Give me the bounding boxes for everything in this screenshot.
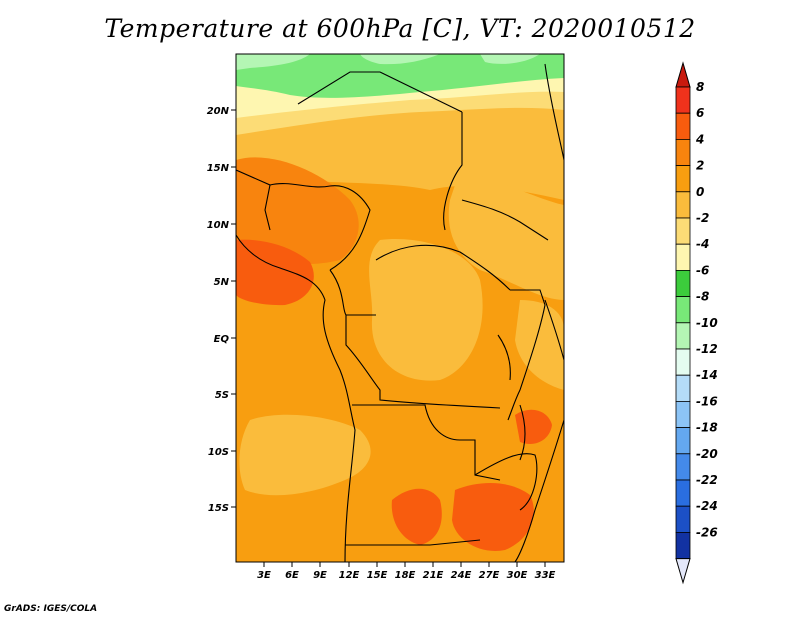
colorbar-segment — [675, 217, 691, 245]
lat-tick-label: 10N — [207, 220, 230, 231]
colorbar-top-arrow — [675, 61, 691, 88]
colorbar-label: -18 — [696, 421, 718, 435]
field-north-minus6 — [236, 54, 564, 98]
lon-tick-label: 15E — [367, 570, 388, 581]
colorbar-label: -6 — [696, 263, 709, 277]
lon-tick-label: 12E — [339, 570, 360, 581]
border-zambia — [474, 453, 538, 511]
colorbar-label: 2 — [696, 159, 704, 173]
colorbar-label: -10 — [696, 316, 718, 330]
colorbar-label: -2 — [696, 211, 709, 225]
lon-tick-label: 24E — [451, 570, 472, 581]
colorbar-segment — [675, 138, 691, 166]
colorbar-segment — [675, 191, 691, 219]
lon-tick-label: 18E — [395, 570, 416, 581]
field-southeast-cool — [515, 300, 564, 390]
colorbar-segment — [675, 86, 691, 114]
coastline-east — [514, 63, 564, 562]
border-cameroon — [329, 269, 376, 316]
lat-tick-label: 5S — [215, 390, 229, 401]
colorbar-label: -8 — [696, 290, 709, 304]
colorbar-segment — [675, 453, 691, 481]
latitude-axis: 20N 15N 10N 5N EQ 5S 10S 15S — [207, 106, 236, 514]
lon-tick-label: 33E — [535, 570, 556, 581]
colorbar-label: -22 — [696, 473, 718, 487]
field-se-africa-warm — [452, 483, 534, 551]
coastline-west — [236, 234, 356, 562]
field-south-west-cool — [239, 414, 371, 496]
lat-tick-label: 5N — [214, 277, 230, 288]
colorbar-segment — [675, 374, 691, 402]
colorbar-segment — [675, 400, 691, 428]
colorbar-label: -16 — [696, 394, 718, 408]
colorbar-bottom-arrow — [675, 558, 691, 585]
temperature-field — [236, 54, 564, 562]
colorbar-label: -26 — [696, 525, 718, 539]
field-central-cool-area — [369, 239, 483, 381]
lon-tick-label: 30E — [507, 570, 528, 581]
border-sudan-south — [461, 199, 549, 241]
field-east-cool-area — [448, 170, 564, 300]
map-frame — [235, 53, 565, 563]
border-great-lakes — [497, 334, 526, 461]
borders — [236, 63, 564, 562]
lon-tick-label: 3E — [257, 570, 271, 581]
colorbar-label: 6 — [696, 106, 704, 120]
colorbar-label: 8 — [696, 80, 704, 94]
colorbar-segment — [675, 322, 691, 350]
colorbar-segment — [675, 296, 691, 324]
field-sw-africa-warm — [391, 488, 442, 545]
lat-tick-label: 15N — [207, 163, 230, 174]
lon-tick-label: 6E — [285, 570, 299, 581]
lat-tick-label: 10S — [208, 447, 229, 458]
grads-credit: GrADS: IGES/COLA — [4, 604, 98, 614]
border-mali-niger — [236, 169, 271, 231]
border-car — [375, 244, 511, 291]
lon-tick-label: 21E — [423, 570, 444, 581]
field-east-coast-warm — [515, 409, 552, 445]
border-niger-chad — [443, 112, 463, 231]
colorbar-label: -4 — [696, 237, 709, 251]
colorbar-segment — [675, 165, 691, 193]
colorbar-segment — [675, 479, 691, 507]
colorbar-label: -12 — [696, 342, 718, 356]
colorbar-label: -20 — [696, 447, 718, 461]
colorbar-label: 4 — [695, 132, 704, 146]
colorbar-label: -14 — [696, 368, 718, 382]
field-north-minus8 — [236, 54, 540, 70]
colorbar-segment — [675, 532, 691, 560]
colorbar-segment — [675, 348, 691, 376]
lat-tick-label: 20N — [207, 106, 230, 117]
colorbar-segment — [675, 427, 691, 455]
colorbar-segment — [675, 112, 691, 140]
colorbar-label: -24 — [696, 499, 718, 513]
colorbar-segment — [675, 243, 691, 271]
colorbar: 8 6 4 2 0 -2 -4 -6 -8 -10 -12 -14 -16 -18 -20 -22 -24 -26 — [675, 61, 718, 585]
border-congo — [345, 315, 501, 409]
lon-tick-label: 27E — [479, 570, 500, 581]
border-nigeria — [269, 183, 371, 271]
map-title: Temperature at 600hPa [C], VT: 202001051… — [104, 14, 696, 43]
lat-tick-label: 15S — [208, 503, 229, 514]
colorbar-segment — [675, 505, 691, 533]
border-drc-angola — [352, 404, 501, 481]
lon-tick-label: 9E — [313, 570, 327, 581]
colorbar-label: 0 — [696, 185, 704, 199]
longitude-axis: 3E 6E 9E 12E 15E 18E 21E 24E 27E 30E 33E — [257, 562, 556, 581]
border-libya-chad — [297, 71, 463, 113]
lat-tick-label: EQ — [214, 334, 230, 345]
border-east-africa — [507, 289, 546, 421]
border-angola-namibia — [345, 539, 481, 546]
colorbar-segment — [675, 269, 691, 297]
